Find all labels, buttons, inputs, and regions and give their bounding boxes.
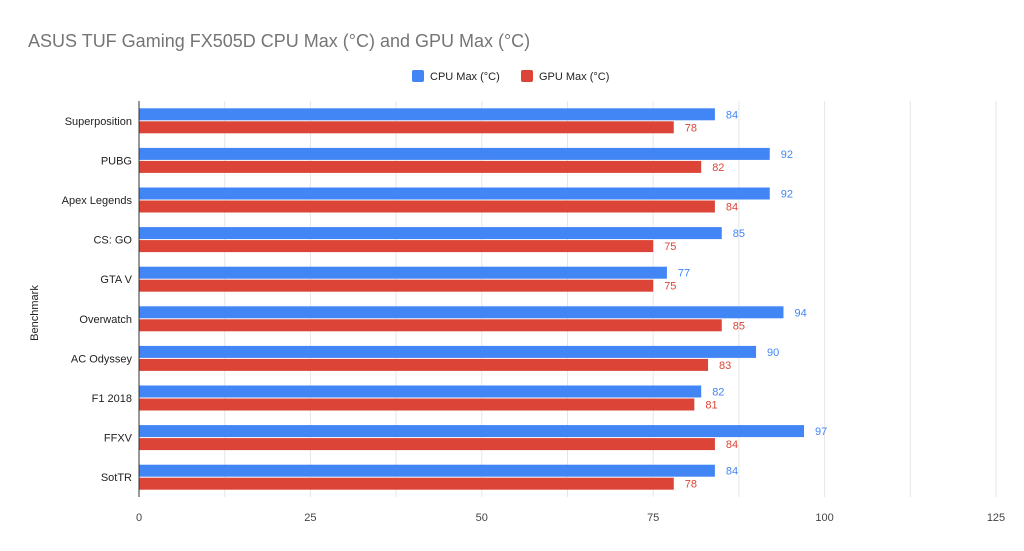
legend: CPU Max (°C) GPU Max (°C) (412, 70, 609, 83)
x-tick-label: 125 (987, 512, 1005, 524)
category-label: PUBG (101, 155, 132, 167)
cpu-bar (139, 147, 770, 160)
cpu-data-label: 92 (781, 149, 793, 161)
cpu-bar (139, 385, 702, 398)
gpu-bar (139, 160, 702, 173)
category-label: GTA V (100, 274, 132, 286)
cpu-bar (139, 425, 805, 438)
category-label: AC Odyssey (71, 353, 133, 365)
cpu-bar (139, 464, 715, 477)
gpu-bar (139, 279, 654, 292)
y-axis-title: Benchmark (29, 285, 41, 341)
cpu-data-label: 92 (781, 189, 793, 201)
gpu-bar (139, 240, 654, 253)
gpu-data-label: 84 (726, 439, 738, 451)
x-axis-ticks: 0 25 50 75 100 125 (136, 512, 1005, 524)
cpu-bar (139, 306, 784, 319)
gpu-bar (139, 200, 715, 213)
gpu-bar (139, 319, 722, 332)
category-label: F1 2018 (92, 393, 132, 405)
legend-swatch-gpu (521, 70, 533, 82)
cpu-data-label: 94 (794, 307, 806, 319)
gridlines (138, 101, 997, 497)
cpu-data-label: 84 (726, 466, 738, 478)
x-tick-label: 75 (647, 512, 659, 524)
gpu-data-label: 83 (719, 360, 731, 372)
gpu-data-label: 82 (712, 162, 724, 174)
gpu-bar (139, 121, 674, 134)
x-tick-label: 0 (136, 512, 142, 524)
gpu-bar (139, 438, 715, 451)
category-label: SotTR (101, 472, 132, 484)
gpu-bar (139, 358, 709, 371)
category-label: Apex Legends (62, 195, 133, 207)
category-labels: Superposition PUBG Apex Legends CS: GO GTA V… (62, 116, 133, 484)
chart-title: ASUS TUF Gaming FX505D CPU Max (°C) and … (28, 31, 530, 51)
cpu-bar (139, 227, 722, 240)
cpu-data-label: 77 (678, 268, 690, 280)
category-label: Overwatch (79, 314, 132, 326)
gpu-data-label: 78 (685, 479, 697, 491)
cpu-data-label: 90 (767, 347, 779, 359)
gpu-bar (139, 398, 695, 411)
category-label: FFXV (104, 433, 133, 445)
gpu-data-label: 81 (705, 400, 717, 412)
cpu-bar (139, 108, 715, 121)
legend-label-cpu: CPU Max (°C) (430, 71, 500, 83)
x-tick-label: 100 (815, 512, 833, 524)
gpu-data-label: 75 (664, 281, 676, 293)
cpu-bar (139, 345, 757, 358)
category-label: CS: GO (93, 235, 132, 247)
cpu-data-label: 84 (726, 109, 738, 121)
cpu-data-label: 97 (815, 426, 827, 438)
legend-label-gpu: GPU Max (°C) (539, 71, 609, 83)
cpu-bar (139, 187, 770, 200)
gpu-bar (139, 477, 674, 490)
legend-swatch-cpu (412, 70, 424, 82)
cpu-data-label: 85 (733, 228, 745, 240)
gpu-data-label: 85 (733, 320, 745, 332)
gpu-data-label: 78 (685, 122, 697, 134)
category-label: Superposition (65, 116, 132, 128)
gpu-data-label: 75 (664, 241, 676, 253)
cpu-data-label: 82 (712, 387, 724, 399)
x-tick-label: 50 (476, 512, 488, 524)
cpu-bar (139, 266, 667, 279)
gpu-data-label: 84 (726, 202, 738, 214)
x-tick-label: 25 (304, 512, 316, 524)
